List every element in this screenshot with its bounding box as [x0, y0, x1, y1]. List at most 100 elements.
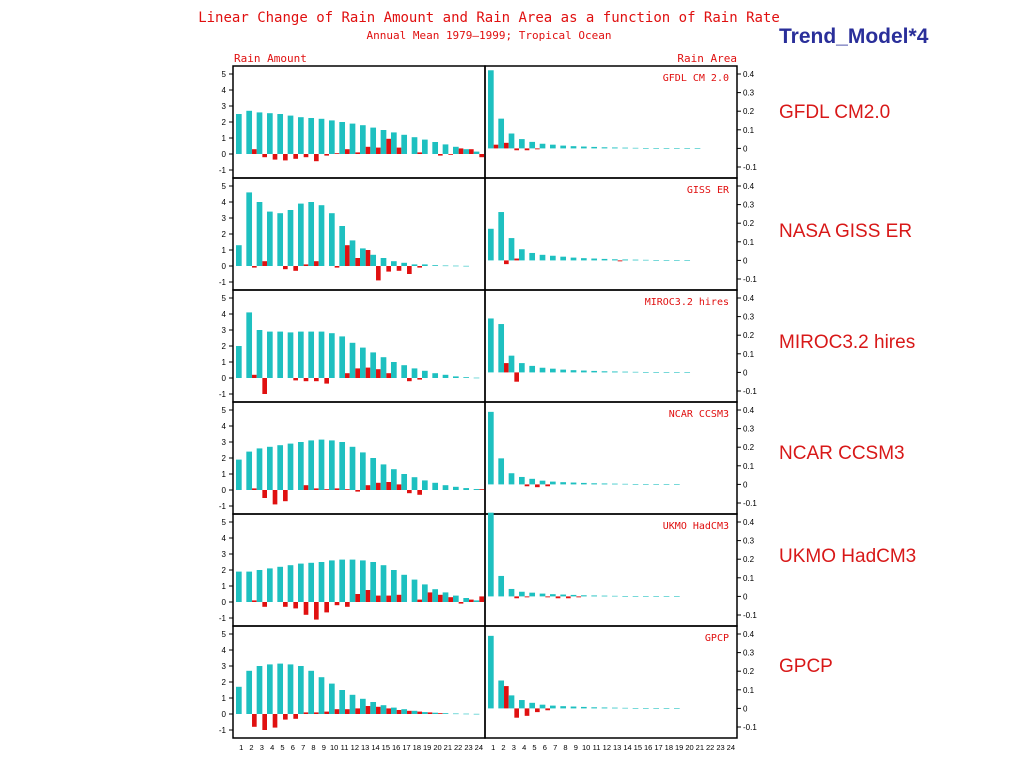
rain-area-bar	[684, 260, 691, 261]
left-x-tick-label: 1	[239, 743, 243, 752]
rain-area-bar	[684, 372, 691, 373]
rain-amount-change-bar	[396, 484, 402, 490]
rain-area-bar	[581, 258, 587, 261]
rain-amount-change-bar	[283, 602, 288, 607]
rain-area-bar	[632, 259, 639, 261]
rain-amount-bar	[401, 474, 408, 490]
left-tick-label: 0	[222, 710, 227, 719]
left-tick-label: -1	[219, 614, 227, 623]
rain-area-bar	[653, 260, 660, 261]
panel-name: MIROC3.2 hires	[645, 297, 729, 308]
rain-amount-bar	[401, 262, 408, 266]
right-tick-label: 0.2	[743, 555, 755, 564]
rain-area-bar	[663, 260, 670, 261]
right-tick-label: 0.4	[743, 630, 755, 639]
rain-amount-change-bar	[386, 595, 391, 602]
rain-amount-change-bar	[376, 482, 381, 490]
left-tick-label: -1	[219, 502, 227, 511]
rain-amount-change-bar	[345, 489, 350, 490]
rain-area-bar	[539, 593, 546, 597]
rain-area-bar	[612, 259, 618, 261]
right-axis-label: Rain Area	[677, 52, 737, 65]
rain-amount-change-bar	[314, 712, 319, 714]
rain-amount-bar	[473, 489, 480, 490]
right-x-tick-label: 17	[654, 743, 662, 752]
rain-amount-change-bar	[365, 706, 371, 714]
left-tick-label: 1	[222, 134, 227, 143]
rain-amount-change-bar	[396, 594, 402, 602]
rain-amount-change-bar	[345, 373, 350, 378]
rain-amount-bar	[308, 331, 315, 378]
rain-amount-bar	[442, 592, 449, 602]
rain-amount-bar	[463, 488, 470, 490]
rain-area-bar	[632, 596, 639, 597]
rain-amount-change-bar	[386, 138, 391, 154]
rain-amount-bar	[236, 114, 242, 154]
left-tick-label: 3	[222, 102, 227, 111]
rain-amount-change-bar	[438, 713, 443, 714]
rain-area-bar	[529, 478, 536, 485]
rain-amount-change-bar	[438, 154, 443, 156]
right-tick-label: 0.1	[743, 350, 755, 359]
rain-amount-bar	[298, 442, 304, 490]
left-x-tick-label: 14	[371, 743, 379, 752]
model-label-gpcp: GPCP	[779, 656, 833, 677]
rain-amount-bar	[277, 114, 284, 154]
rain-area-bar	[519, 591, 525, 597]
rain-area-bar	[570, 257, 577, 261]
rain-amount-bar	[349, 694, 356, 714]
rain-area-bar	[591, 146, 598, 149]
rain-amount-bar	[473, 377, 480, 379]
panel: -1 0 1 2 3 4 5 -0.1 0 0.1 0.2 0.3 0.4 NCAR CCSM3	[219, 401, 757, 515]
rain-amount-bar	[380, 357, 387, 378]
rain-amount-change-bar	[355, 368, 360, 378]
rain-amount-change-bar	[427, 712, 433, 714]
rain-amount-change-bar	[417, 599, 422, 602]
left-axis-label: Rain Amount	[234, 52, 307, 65]
rain-area-bar	[581, 370, 587, 373]
rain-amount-change-bar	[458, 602, 464, 604]
right-tick-label: 0.2	[743, 443, 755, 452]
rain-amount-bar	[391, 132, 397, 154]
rain-amount-bar	[463, 377, 470, 378]
rain-amount-change-bar	[324, 602, 329, 613]
rain-area-bar	[560, 594, 567, 597]
panel-name: GFDL CM 2.0	[663, 73, 729, 84]
rain-amount-change-bar	[283, 266, 288, 270]
rain-amount-bar	[349, 240, 356, 266]
rain-area-bar	[570, 706, 577, 709]
rain-area-change-bar	[514, 596, 519, 599]
rain-area-bar	[674, 484, 680, 485]
rain-area-bar	[488, 318, 494, 373]
right-tick-label: 0.3	[743, 649, 755, 658]
rain-area-bar	[488, 228, 494, 261]
rain-amount-change-bar	[458, 148, 464, 154]
rain-amount-bar	[453, 595, 459, 602]
rain-amount-bar	[318, 439, 325, 490]
rain-area-bar	[591, 483, 598, 485]
rain-area-bar	[550, 481, 556, 485]
rain-amount-bar	[432, 142, 439, 154]
rain-amount-bar	[401, 574, 408, 602]
left-tick-label: 2	[222, 118, 227, 127]
rain-amount-change-bar	[262, 378, 267, 394]
left-tick-label: 4	[222, 310, 227, 319]
left-tick-label: 4	[222, 422, 227, 431]
left-tick-label: 3	[222, 214, 227, 223]
rain-amount-bar	[246, 312, 253, 378]
right-x-tick-label: 15	[634, 743, 642, 752]
rain-amount-bar	[442, 265, 449, 267]
rain-amount-bar	[360, 248, 366, 266]
left-tick-label: 3	[222, 662, 227, 671]
rain-area-bar	[519, 139, 525, 149]
rain-area-bar	[612, 371, 618, 373]
rain-amount-bar	[236, 571, 242, 602]
rain-amount-change-bar	[417, 152, 422, 154]
rain-area-bar	[622, 147, 629, 149]
left-tick-label: 1	[222, 694, 227, 703]
left-tick-label: 1	[222, 470, 227, 479]
rain-amount-bar	[432, 482, 439, 490]
right-tick-label: 0.4	[743, 70, 755, 79]
rain-amount-bar	[246, 192, 253, 266]
panel: -1 0 1 2 3 4 5 -0.1 0 0.1 0.2 0.3 0.4 UKMO HadCM3	[219, 512, 757, 627]
